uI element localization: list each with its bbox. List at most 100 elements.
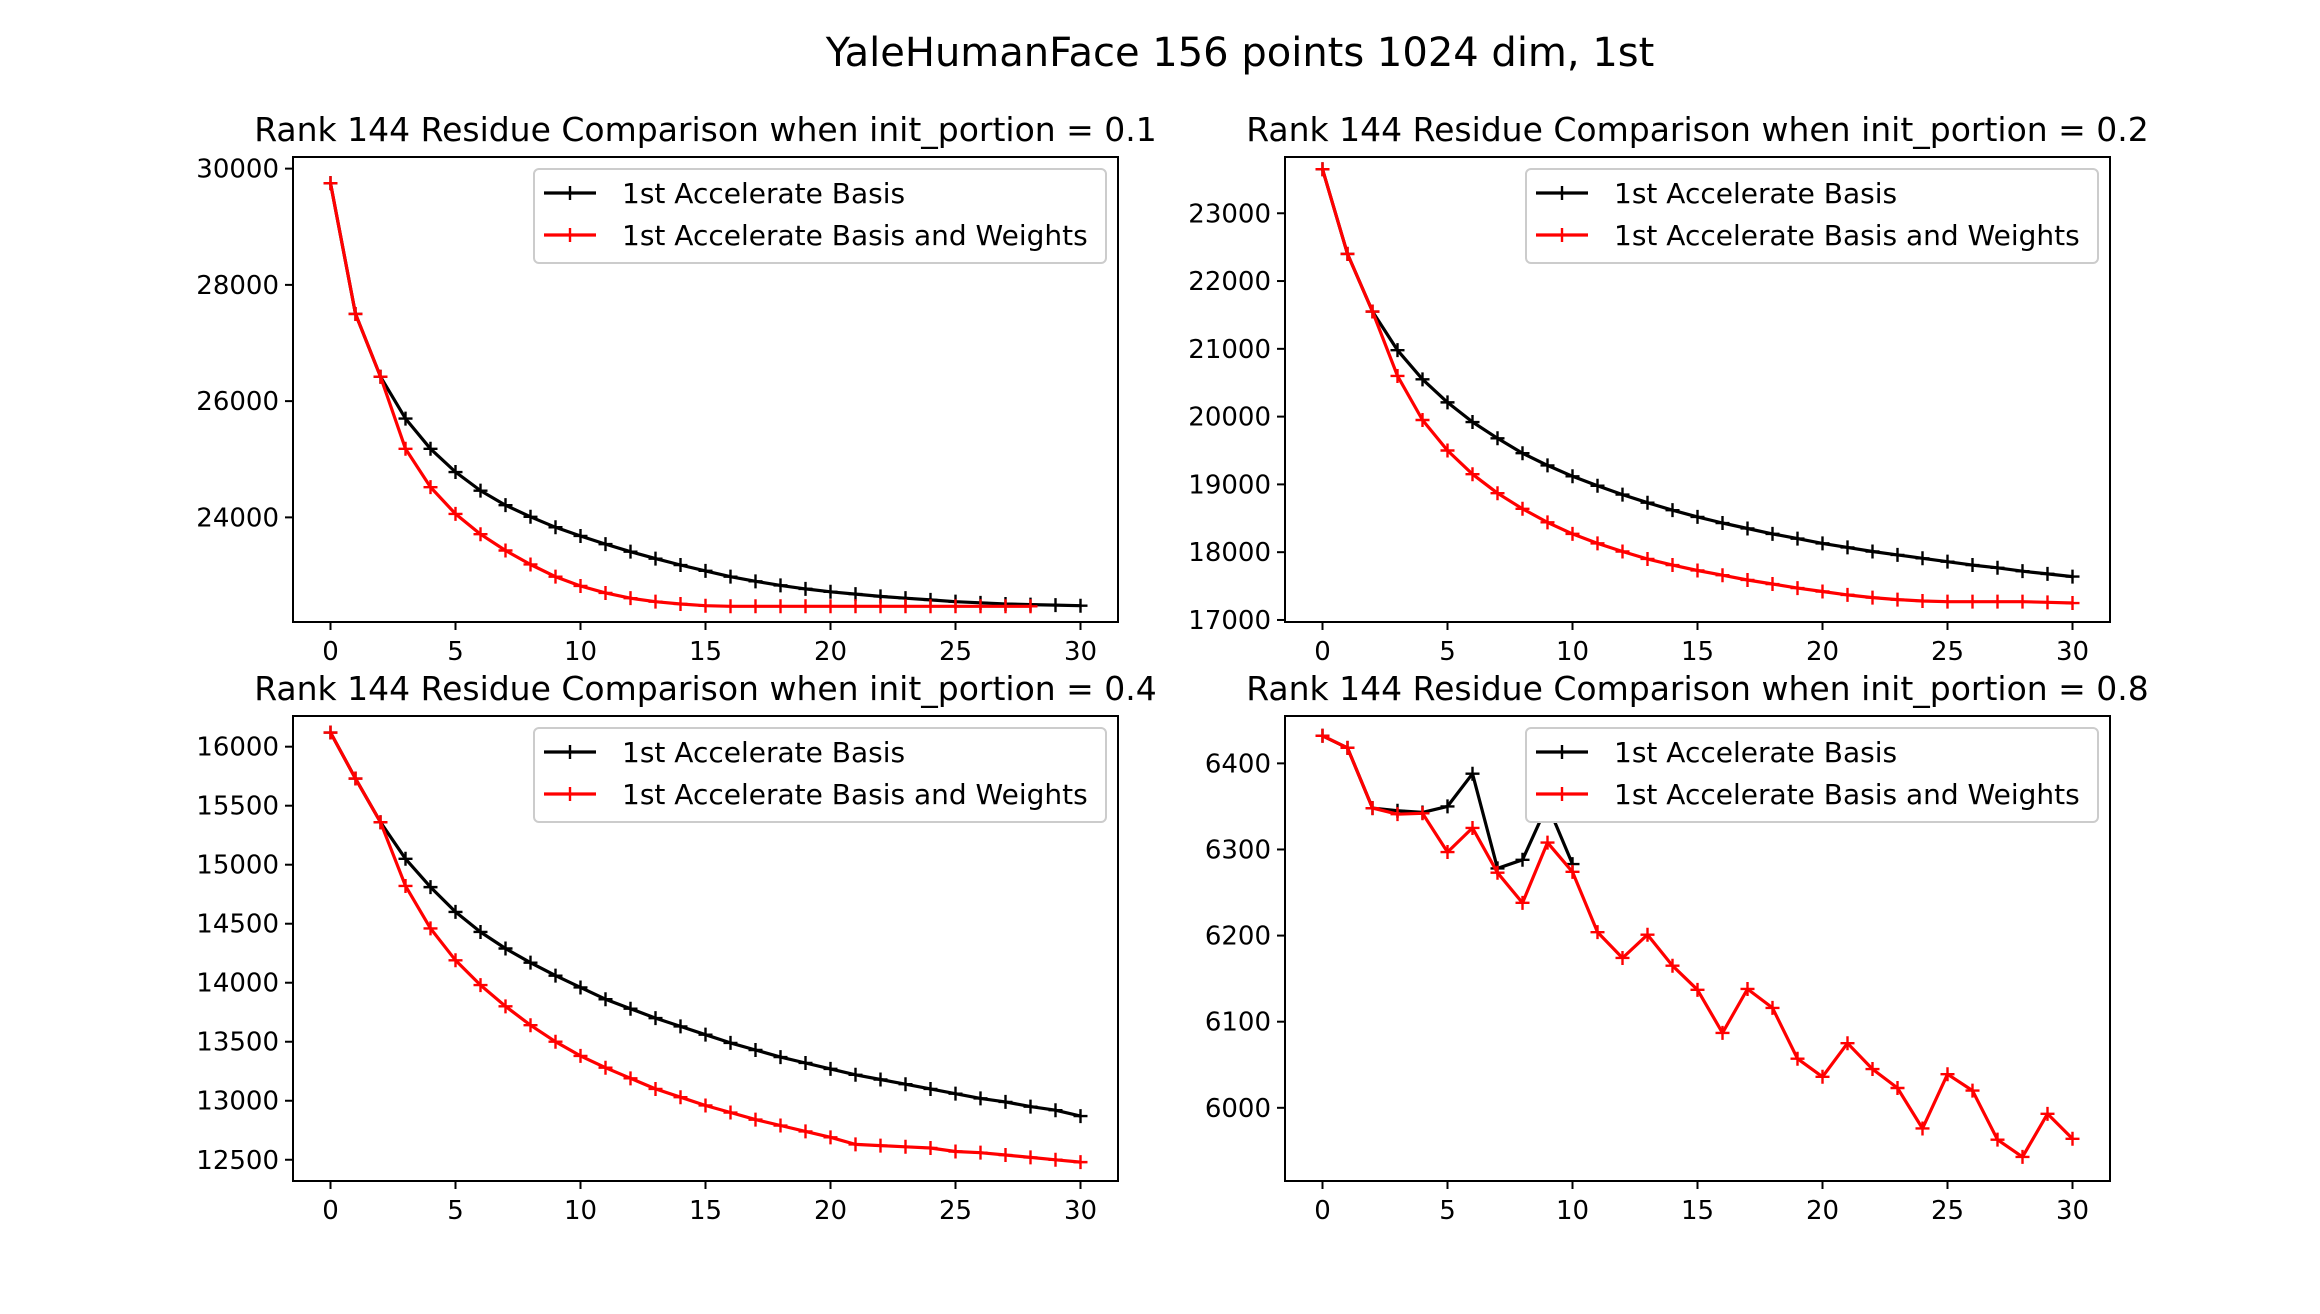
data-point <box>998 599 1013 614</box>
data-point <box>498 543 513 558</box>
data-point <box>798 599 813 614</box>
data-point <box>848 1137 863 1152</box>
x-tick-label: 5 <box>447 1196 464 1226</box>
data-point <box>1415 806 1430 821</box>
y-tick-label: 24000 <box>196 503 279 533</box>
data-point <box>1815 536 1830 551</box>
data-point <box>1590 925 1605 940</box>
data-point <box>373 815 388 830</box>
data-point <box>523 557 538 572</box>
data-point <box>798 1124 813 1139</box>
data-point <box>398 878 413 893</box>
data-point <box>1490 486 1505 501</box>
y-tick-label: 16000 <box>196 733 279 763</box>
y-tick-label: 17000 <box>1188 606 1271 636</box>
data-point <box>1765 1000 1780 1015</box>
data-point <box>1790 581 1805 596</box>
data-point <box>1440 845 1455 860</box>
data-point <box>1390 343 1405 358</box>
data-point <box>1615 950 1630 965</box>
x-tick-label: 30 <box>1064 637 1097 667</box>
x-tick-label: 10 <box>1556 637 1589 667</box>
data-point <box>948 1086 963 1101</box>
y-tick-label: 13500 <box>196 1028 279 1058</box>
data-point <box>548 968 563 983</box>
data-point <box>1615 544 1630 559</box>
legend: 1st Accelerate Basis 1st Accelerate Basis… <box>533 168 1107 264</box>
data-point <box>1940 1067 1955 1082</box>
figure-title: YaleHumanFace 156 points 1024 dim, 1st <box>825 30 1655 76</box>
data-point <box>1440 799 1455 814</box>
data-point <box>1915 593 1930 608</box>
data-point <box>2040 1106 2055 1121</box>
legend-marker <box>1555 228 1569 242</box>
data-point <box>823 1061 838 1076</box>
data-point <box>598 1060 613 1075</box>
data-point <box>748 1043 763 1057</box>
data-point <box>698 563 713 578</box>
y-tick-label: 20000 <box>1188 403 1271 433</box>
data-point <box>1765 577 1780 592</box>
y-tick-label: 23000 <box>1188 199 1271 229</box>
data-point <box>1965 558 1980 573</box>
x-tick-label: 5 <box>447 637 464 667</box>
data-point <box>1865 590 1880 605</box>
data-point <box>1023 1099 1038 1114</box>
data-point <box>1415 413 1430 428</box>
x-tick-label: 30 <box>2056 637 2089 667</box>
data-point <box>448 904 463 919</box>
data-point <box>323 176 338 191</box>
data-point <box>1515 852 1530 867</box>
data-point <box>1990 560 2005 575</box>
data-point <box>1890 547 1905 562</box>
data-point <box>1465 467 1480 482</box>
x-tick-label: 5 <box>1439 637 1456 667</box>
y-tick-label: 18000 <box>1188 538 1271 568</box>
legend-marker <box>1555 186 1569 200</box>
data-point <box>598 537 613 552</box>
data-point <box>948 1144 963 1159</box>
data-point <box>1915 551 1930 566</box>
y-tick-label: 14500 <box>196 910 279 940</box>
data-point <box>1515 895 1530 910</box>
data-point <box>1315 162 1330 177</box>
data-point <box>773 578 788 593</box>
data-point <box>1540 458 1555 473</box>
data-point <box>998 1094 1013 1109</box>
legend-box <box>533 727 1107 823</box>
legend-label: 1st Accelerate Basis and Weights <box>1614 778 2080 811</box>
y-tick-label: 14000 <box>196 969 279 999</box>
legend-box <box>1525 168 2099 264</box>
data-point <box>923 1081 938 1096</box>
x-tick-label: 25 <box>1931 637 1964 667</box>
y-tick-label: 26000 <box>196 387 279 417</box>
data-point <box>1465 766 1480 781</box>
x-tick-label: 10 <box>1556 1196 1589 1226</box>
data-point <box>648 551 663 566</box>
data-point <box>1965 1083 1980 1098</box>
x-tick-label: 15 <box>1681 1196 1714 1226</box>
data-point <box>573 980 588 995</box>
x-tick-label: 5 <box>1439 1196 1456 1226</box>
legend: 1st Accelerate Basis 1st Accelerate Basis… <box>1525 727 2099 823</box>
data-point <box>498 498 513 513</box>
data-point <box>548 569 563 584</box>
x-tick-label: 20 <box>1806 637 1839 667</box>
x-tick-label: 30 <box>1064 1196 1097 1226</box>
data-point <box>773 1118 788 1133</box>
data-point <box>348 306 363 321</box>
data-point <box>1590 478 1605 493</box>
data-point <box>1865 1062 1880 1077</box>
data-point <box>1515 446 1530 461</box>
data-point <box>1890 1081 1905 1095</box>
data-point <box>1615 487 1630 502</box>
y-tick-label: 19000 <box>1188 470 1271 500</box>
data-point <box>623 591 638 606</box>
data-point <box>1340 740 1355 755</box>
data-point <box>1815 1069 1830 1084</box>
data-point <box>473 527 488 542</box>
x-tick-label: 30 <box>2056 1196 2089 1226</box>
panel-title: Rank 144 Residue Comparison when init_po… <box>1246 110 2149 149</box>
data-point <box>423 921 438 936</box>
data-point <box>2065 569 2080 584</box>
